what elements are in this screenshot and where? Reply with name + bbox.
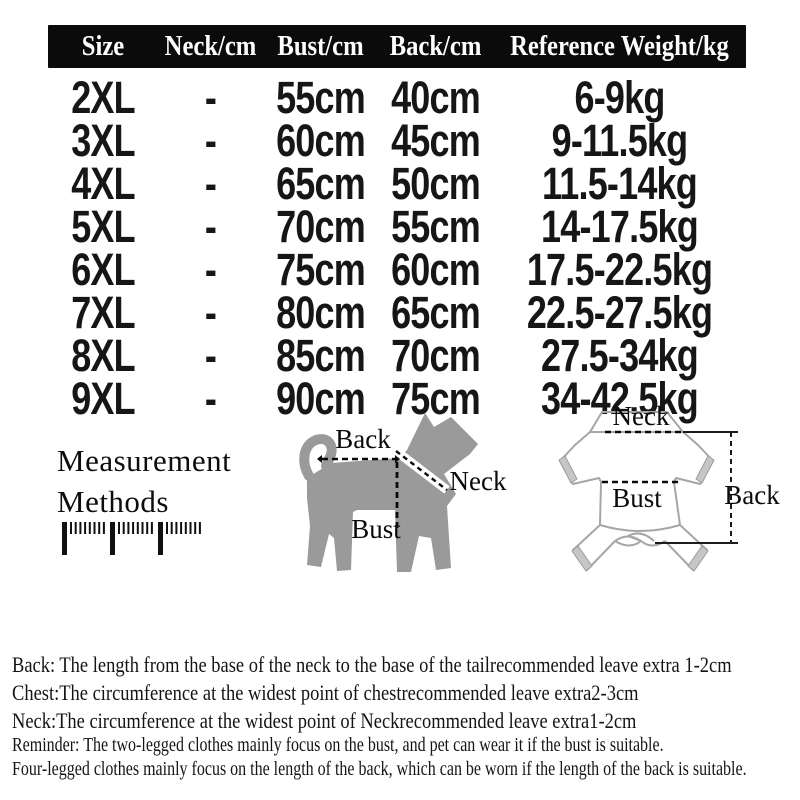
- ruler-icon: [62, 522, 201, 555]
- note-back-length: Back: The length from the base of the ne…: [12, 652, 732, 677]
- column-header-size: Size: [81, 31, 125, 62]
- cell-bust: 85cm: [276, 330, 366, 381]
- table-header-row: Size Neck/cm Bust/cm Back/cm Reference W…: [48, 25, 746, 68]
- note-neck: Neck:The circumference at the widest poi…: [12, 708, 637, 733]
- table-row: 5XL - 70cm 55cm 14-17.5kg: [48, 201, 746, 252]
- cell-size: 5XL: [71, 201, 135, 252]
- column-header-neck: Neck/cm: [164, 31, 257, 62]
- cell-back: 55cm: [391, 201, 481, 252]
- measurement-methods-title: Measurement Methods: [57, 440, 231, 522]
- note-four-legged: Four-legged clothes mainly focus on the …: [12, 758, 747, 780]
- cell-bust: 65cm: [276, 158, 366, 209]
- garment-back-bracket: [655, 431, 738, 544]
- table-row: 6XL - 75cm 60cm 17.5-22.5kg: [48, 244, 746, 295]
- cell-bust: 80cm: [276, 287, 366, 338]
- cell-back: 65cm: [391, 287, 481, 338]
- cell-weight: 9-11.5kg: [551, 115, 689, 166]
- garment-back-label: Back: [724, 480, 780, 510]
- measurement-title-line1: Measurement: [57, 443, 232, 478]
- table-row: 4XL - 65cm 50cm 11.5-14kg: [48, 158, 746, 209]
- cell-bust: 75cm: [276, 244, 366, 295]
- cell-weight: 34-42.5kg: [541, 373, 699, 424]
- cell-weight: 6-9kg: [574, 72, 665, 123]
- ruler-ticks: [70, 522, 201, 534]
- cell-back: 60cm: [391, 244, 481, 295]
- table-row: 8XL - 85cm 70cm 27.5-34kg: [48, 330, 746, 381]
- dog-neck-label: Neck: [449, 466, 507, 496]
- cell-size: 7XL: [71, 287, 135, 338]
- cell-size: 4XL: [71, 158, 135, 209]
- cell-back: 75cm: [391, 373, 481, 424]
- table-row: 9XL - 90cm 75cm 34-42.5kg: [48, 373, 746, 424]
- column-header-back: Back/cm: [389, 31, 482, 62]
- cell-neck: -: [204, 201, 217, 252]
- note-chest: Chest:The circumference at the widest po…: [12, 680, 639, 705]
- dog-back-label: Back: [335, 424, 391, 454]
- dog-silhouette-icon: [299, 413, 478, 572]
- table-row: 2XL - 55cm 40cm 6-9kg: [48, 72, 746, 123]
- cell-bust: 90cm: [276, 373, 366, 424]
- cell-bust: 70cm: [276, 201, 366, 252]
- cell-bust: 55cm: [276, 72, 366, 123]
- table-body: 2XL - 55cm 40cm 6-9kg 3XL - 60cm 45cm 9-…: [48, 72, 746, 424]
- measurement-title-line2: Methods: [57, 484, 169, 519]
- dog-body: [307, 413, 478, 572]
- cell-size: 3XL: [71, 115, 135, 166]
- cell-neck: -: [204, 330, 217, 381]
- cell-weight: 27.5-34kg: [541, 330, 699, 381]
- cell-bust: 60cm: [276, 115, 366, 166]
- cell-neck: -: [204, 287, 217, 338]
- cell-back: 70cm: [391, 330, 481, 381]
- cell-weight: 11.5-14kg: [542, 158, 698, 209]
- cell-neck: -: [204, 373, 217, 424]
- garment-cuffs: [558, 455, 715, 572]
- cell-size: 6XL: [71, 244, 135, 295]
- cell-size: 2XL: [71, 72, 135, 123]
- cell-back: 40cm: [391, 72, 481, 123]
- garment-outline-icon: [558, 411, 738, 572]
- dog-bust-label: Bust: [351, 514, 401, 544]
- cell-back: 50cm: [391, 158, 481, 209]
- size-table: Size Neck/cm Bust/cm Back/cm Reference W…: [48, 25, 746, 421]
- table-row: 7XL - 80cm 65cm 22.5-27.5kg: [48, 287, 746, 338]
- dog-neck-measure-line: [395, 450, 448, 491]
- dog-tail: [299, 434, 337, 481]
- cell-size: 9XL: [71, 373, 135, 424]
- cell-weight: 14-17.5kg: [541, 201, 699, 252]
- cell-weight: 22.5-27.5kg: [526, 287, 713, 338]
- column-header-bust: Bust/cm: [277, 31, 364, 62]
- cell-neck: -: [204, 72, 217, 123]
- column-header-weight: Reference Weight/kg: [510, 31, 729, 62]
- cell-neck: -: [204, 244, 217, 295]
- note-reminder: Reminder: The two-legged clothes mainly …: [12, 734, 664, 756]
- cell-back: 45cm: [391, 115, 481, 166]
- garment-neck-label: Neck: [612, 401, 670, 431]
- cell-weight: 17.5-22.5kg: [526, 244, 713, 295]
- cell-neck: -: [204, 158, 217, 209]
- cell-size: 8XL: [71, 330, 135, 381]
- cell-neck: -: [204, 115, 217, 166]
- garment-bust-label: Bust: [612, 483, 662, 513]
- table-row: 3XL - 60cm 45cm 9-11.5kg: [48, 115, 746, 166]
